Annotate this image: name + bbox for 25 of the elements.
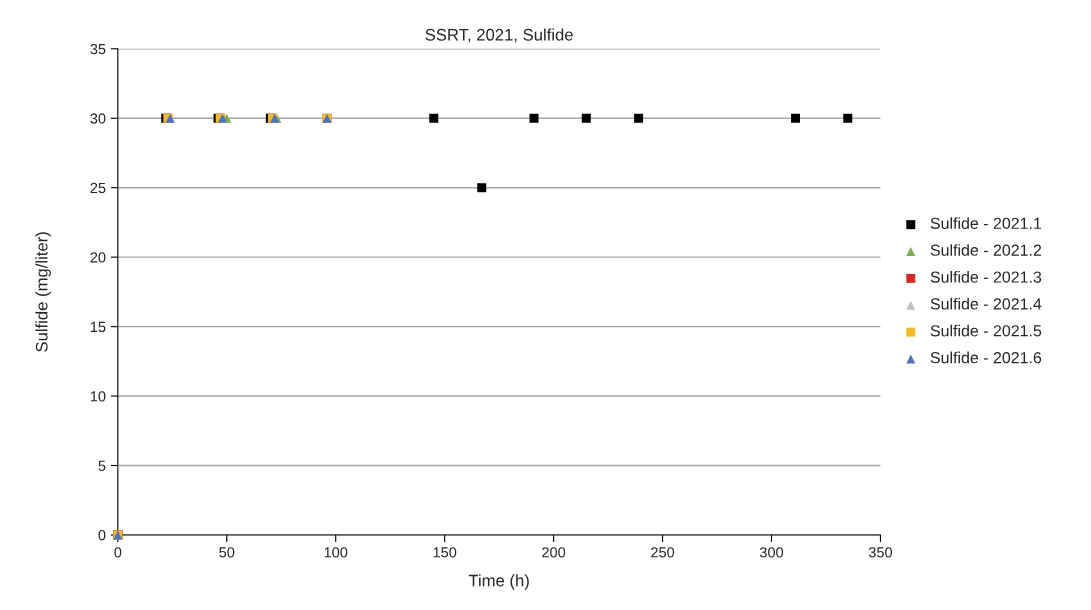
x-tick-label: 50 xyxy=(219,547,235,558)
chart-title: SSRT, 2021, Sulfide xyxy=(425,28,573,43)
y-tick-label: 35 xyxy=(90,43,106,55)
x-tick-label: 100 xyxy=(324,547,348,558)
y-tick-label: 10 xyxy=(90,391,106,402)
legend-label: Sulfide - 2021.2 xyxy=(930,244,1042,256)
y-tick-label: 30 xyxy=(90,113,106,124)
y-tick-label: 5 xyxy=(98,460,106,471)
x-tick-label: 350 xyxy=(868,547,893,558)
y-tick-label: 0 xyxy=(98,530,106,541)
legend-label: Sulfide - 2021.4 xyxy=(930,297,1042,310)
x-tick-label: 150 xyxy=(433,547,457,558)
x-axis-title: Time (h) xyxy=(468,574,529,590)
legend-label: Sulfide - 2021.1 xyxy=(930,217,1042,229)
x-tick-label: 250 xyxy=(651,547,675,558)
x-tick-label: 300 xyxy=(759,547,784,558)
x-tick-label: 200 xyxy=(542,547,566,558)
x-tick-label: 0 xyxy=(114,547,122,558)
y-axis-title: Sulfide (mg/liter) xyxy=(35,232,51,352)
y-tick-label: 25 xyxy=(90,182,106,194)
y-tick-label: 20 xyxy=(90,252,106,263)
legend-label: Sulfide - 2021.6 xyxy=(930,351,1042,364)
legend-label: Sulfide - 2021.3 xyxy=(930,271,1042,283)
y-tick-label: 15 xyxy=(90,321,106,333)
legend-label: Sulfide - 2021.5 xyxy=(930,324,1042,337)
